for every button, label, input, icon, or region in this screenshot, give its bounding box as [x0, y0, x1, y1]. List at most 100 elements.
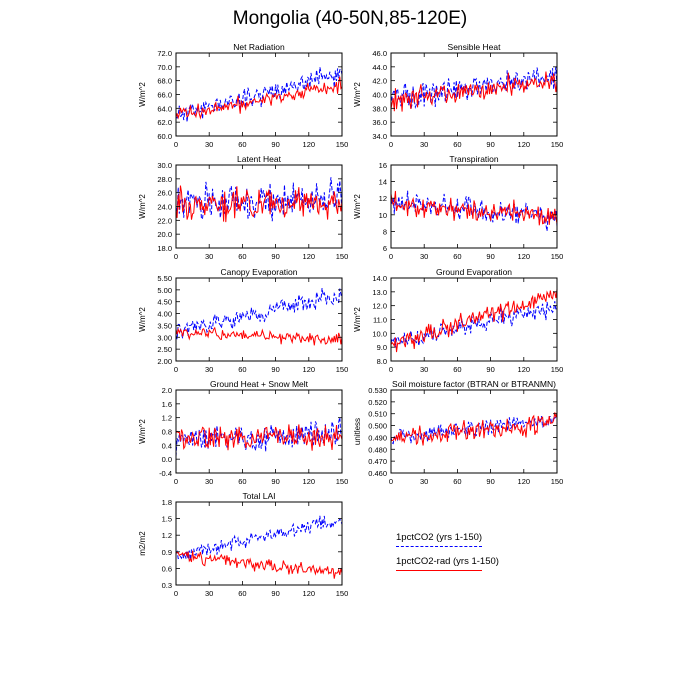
- chart-panel: Ground Heat + Snow Melt -0.4 0.0 0.4 0.8 1.2 1…: [138, 379, 348, 486]
- series-line: [391, 301, 557, 348]
- chart-panel: Canopy Evaporation 2.00 2.50 3.00 3.50 4.00 4.…: [138, 267, 348, 374]
- series-line: [176, 177, 342, 222]
- panel-title: Total LAI: [242, 491, 275, 501]
- y-tick-label: 14.0: [372, 274, 387, 283]
- series-line: [391, 71, 557, 112]
- x-tick-label: 30: [420, 477, 428, 486]
- chart-panel: Sensible Heat 34.0 36.0 38.0 40.0 42.0 44.0 46.…: [353, 42, 563, 149]
- legend-swatch-red-solid: [396, 570, 482, 571]
- series-line: [391, 288, 557, 353]
- panel-title: Ground Evaporation: [436, 267, 512, 277]
- y-axis-label: W/m^2: [138, 82, 147, 107]
- x-tick-label: 90: [271, 589, 279, 598]
- series-line: [176, 67, 342, 123]
- x-tick-label: 150: [551, 365, 564, 374]
- y-tick-label: 70.0: [157, 63, 172, 72]
- y-tick-label: 5.50: [157, 274, 172, 283]
- y-tick-label: 4.00: [157, 310, 172, 319]
- y-tick-label: 46.0: [372, 49, 387, 58]
- y-axis-label: unitless: [353, 418, 362, 445]
- series-line: [176, 326, 342, 346]
- panel-title: Latent Heat: [237, 154, 282, 164]
- x-tick-label: 90: [271, 477, 279, 486]
- x-tick-label: 120: [518, 477, 531, 486]
- series-line: [391, 190, 557, 226]
- series-line: [176, 424, 342, 451]
- y-axis-label: W/m^2: [138, 307, 147, 332]
- series-line: [176, 515, 342, 561]
- x-tick-label: 150: [336, 252, 349, 261]
- y-tick-label: 0.480: [368, 445, 387, 454]
- x-tick-label: 0: [174, 365, 178, 374]
- legend-label: 1pctCO2-rad (yrs 1-150): [396, 556, 499, 567]
- y-tick-label: 0.9: [162, 548, 172, 557]
- x-tick-label: 120: [518, 252, 531, 261]
- x-tick-label: 150: [551, 477, 564, 486]
- y-tick-label: 12: [379, 194, 387, 203]
- y-tick-label: 1.2: [162, 531, 172, 540]
- y-tick-label: 9.0: [377, 343, 387, 352]
- y-tick-label: 10.0: [372, 329, 387, 338]
- x-tick-label: 60: [238, 140, 246, 149]
- y-tick-label: 13.0: [372, 288, 387, 297]
- x-tick-label: 60: [453, 365, 461, 374]
- legend-label: 1pctCO2 (yrs 1-150): [396, 532, 483, 543]
- y-tick-label: 14: [379, 178, 387, 187]
- series-line: [391, 412, 557, 446]
- y-tick-label: 0.0: [162, 455, 172, 464]
- x-tick-label: 30: [420, 365, 428, 374]
- x-tick-label: 120: [303, 365, 316, 374]
- y-tick-label: 22.0: [157, 216, 172, 225]
- y-tick-label: 11.0: [373, 316, 387, 325]
- x-tick-label: 30: [205, 589, 213, 598]
- x-tick-label: 90: [486, 365, 494, 374]
- y-tick-label: 1.2: [162, 414, 172, 423]
- x-tick-label: 0: [174, 140, 178, 149]
- x-tick-label: 30: [420, 252, 428, 261]
- y-tick-label: 40.0: [372, 91, 387, 100]
- y-axis-label: W/m^2: [138, 194, 147, 219]
- panel-title: Ground Heat + Snow Melt: [210, 379, 309, 389]
- x-tick-label: 150: [551, 140, 564, 149]
- panel-title: Canopy Evaporation: [220, 267, 297, 277]
- x-tick-label: 60: [453, 477, 461, 486]
- y-tick-label: 24.0: [157, 203, 172, 212]
- y-tick-label: 68.0: [157, 77, 172, 86]
- x-tick-label: 30: [205, 252, 213, 261]
- y-axis-label: W/m^2: [353, 307, 362, 332]
- x-tick-label: 90: [271, 140, 279, 149]
- y-tick-label: 1.5: [162, 515, 172, 524]
- y-tick-label: 4.50: [157, 298, 172, 307]
- chart-panel: Soil moisture factor (BTRAN or BTRANMN) 0…: [353, 379, 563, 486]
- y-axis-label: m2/m2: [138, 531, 147, 556]
- chart-panel: Transpiration 6 8 10 12 14 16 0 30 60 90 120 150 W/m^…: [353, 154, 563, 261]
- chart-panel: Total LAI 0.3 0.6 0.9 1.2 1.5 1.8 0 30 60 90 120 150…: [138, 491, 348, 598]
- y-tick-label: 0.4: [162, 441, 172, 450]
- y-tick-label: 5.00: [157, 286, 172, 295]
- x-tick-label: 0: [174, 589, 178, 598]
- series-line: [176, 550, 342, 579]
- series-line: [176, 76, 342, 120]
- y-tick-label: 2.0: [162, 386, 172, 395]
- y-tick-label: 1.8: [162, 498, 172, 507]
- y-tick-label: 2.50: [157, 345, 172, 354]
- x-tick-label: 90: [486, 477, 494, 486]
- x-tick-label: 150: [336, 589, 349, 598]
- y-tick-label: 2.00: [157, 357, 172, 366]
- panel-title: Net Radiation: [233, 42, 285, 52]
- y-tick-label: 8.0: [377, 357, 387, 366]
- x-tick-label: 150: [336, 140, 349, 149]
- y-tick-label: 0.490: [368, 433, 387, 442]
- plot-frame: [175, 277, 343, 362]
- x-tick-label: 60: [238, 589, 246, 598]
- x-tick-label: 0: [389, 477, 393, 486]
- plot-frame: [175, 501, 343, 586]
- y-tick-label: 8: [383, 227, 387, 236]
- y-tick-label: 12.0: [372, 302, 387, 311]
- x-tick-label: 90: [486, 252, 494, 261]
- series-line: [176, 417, 342, 457]
- x-tick-label: 120: [303, 589, 316, 598]
- y-tick-label: 3.50: [157, 321, 172, 330]
- x-tick-label: 90: [271, 365, 279, 374]
- y-tick-label: 0.460: [368, 469, 387, 478]
